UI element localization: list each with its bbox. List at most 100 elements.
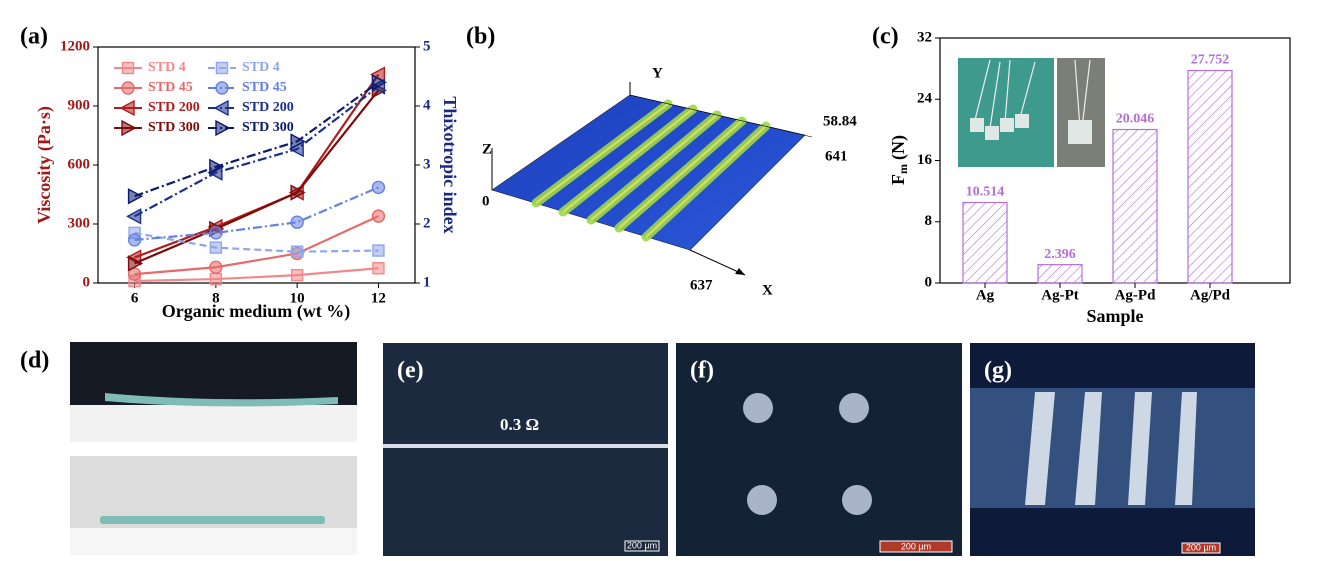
legend-marker <box>121 81 135 95</box>
y2-tick-label: 3 <box>423 156 431 172</box>
legend-label: STD 200 <box>148 100 200 115</box>
legend-marker <box>215 61 229 75</box>
value-label: 2.396 <box>1044 247 1076 262</box>
y2-axis-label: Thixotropic index <box>440 96 460 233</box>
y2-tick-label: 5 <box>423 38 431 54</box>
legend-marker <box>215 81 229 95</box>
point <box>209 241 223 254</box>
point <box>290 215 304 229</box>
bar <box>962 201 1008 284</box>
y-tick-label: 0 <box>83 274 91 290</box>
y-tick-label: 1200 <box>60 38 90 54</box>
point <box>209 226 223 240</box>
scale-bar: 200 µm <box>901 541 931 551</box>
y-tick-label: 900 <box>68 97 91 113</box>
panel-label: (b) <box>466 24 495 50</box>
point <box>209 158 225 175</box>
y-tick-label: 300 <box>68 215 91 231</box>
point <box>127 267 142 281</box>
x-axis <box>689 249 746 276</box>
series-line <box>134 231 379 253</box>
y-tick-label: 0 <box>925 274 933 290</box>
value-label: 10.514 <box>966 185 1005 200</box>
legend-label: STD 200 <box>242 100 294 115</box>
legend-label: STD 4 <box>242 60 280 75</box>
legend-label: STD 45 <box>148 80 193 95</box>
legend-marker <box>121 119 137 137</box>
scale-bar: 200 µm <box>1186 542 1216 552</box>
x-tick-label: Ag-Pt <box>1041 287 1079 303</box>
axis-value: 641 <box>825 148 848 164</box>
series-line <box>134 81 380 198</box>
point <box>372 244 385 257</box>
legend-label: STD 300 <box>242 120 294 135</box>
y-axis-label: Fm(N) <box>888 135 910 185</box>
x-tick-label: 10 <box>290 290 305 306</box>
y2-tick-label: 2 <box>423 215 431 231</box>
y2-tick-label: 1 <box>423 274 431 290</box>
point <box>290 245 304 258</box>
axis-value: 0 <box>482 193 490 209</box>
point <box>290 184 306 201</box>
legend-marker <box>215 119 231 137</box>
legend-marker <box>119 99 135 117</box>
point <box>209 272 223 286</box>
panel-label: (c) <box>872 24 899 50</box>
panel-label: (d) <box>20 348 49 374</box>
point <box>127 188 144 205</box>
point <box>290 133 306 150</box>
photo <box>1057 58 1105 167</box>
axis-name: X <box>762 282 773 298</box>
x-tick-label: 6 <box>131 290 139 306</box>
y-tick-label: 600 <box>68 156 91 172</box>
y-tick-label: 16 <box>917 152 933 168</box>
value-label: 20.046 <box>1116 112 1155 127</box>
photo <box>676 343 962 556</box>
x-axis-label: Sample <box>1086 306 1143 326</box>
scale-bar: 200 µm <box>627 540 657 550</box>
point <box>127 255 144 272</box>
series-line <box>134 267 379 283</box>
x-tick-label: Ag/Pd <box>1190 287 1231 303</box>
axis-value: 637 <box>690 277 713 293</box>
panel-label: (g) <box>984 358 1012 384</box>
axis-name: Y <box>652 65 663 81</box>
x-tick-label: Ag-Pd <box>1115 287 1156 303</box>
axis-name: Z <box>482 141 492 157</box>
y-tick-label: 32 <box>917 29 932 45</box>
series-line <box>134 215 379 276</box>
point <box>290 268 304 282</box>
x-tick-label: 12 <box>371 290 386 306</box>
legend-label: STD 45 <box>242 80 287 95</box>
x-axis-label: Organic medium (wt %) <box>162 301 350 322</box>
series-line <box>134 85 380 218</box>
series-line <box>134 89 380 265</box>
legend-label: STD 300 <box>148 120 200 135</box>
point <box>371 74 387 91</box>
y2-tick-label: 4 <box>423 97 431 113</box>
series-line <box>134 186 379 242</box>
legend-label: STD 4 <box>148 60 186 75</box>
panel-label: (f) <box>690 358 714 384</box>
point <box>126 208 142 225</box>
bar <box>1187 69 1233 284</box>
point <box>371 209 386 223</box>
value-label: 27.752 <box>1191 53 1230 68</box>
surface-plot <box>491 82 813 276</box>
panel-label: (a) <box>20 24 48 50</box>
point <box>371 180 386 195</box>
photo <box>383 343 668 556</box>
point <box>127 233 142 247</box>
x-tick-label: 8 <box>212 290 220 306</box>
bar <box>1112 128 1158 284</box>
point <box>209 260 223 274</box>
axis-value: 58.84 <box>823 113 857 129</box>
annotation: 0.3 Ω <box>500 415 539 434</box>
legend-marker <box>213 99 229 117</box>
x-tick-label: Ag <box>976 287 995 303</box>
y-tick-label: 8 <box>925 213 933 229</box>
point <box>372 262 385 275</box>
y-tick-label: 24 <box>917 91 933 107</box>
panel-label: (e) <box>397 358 424 384</box>
